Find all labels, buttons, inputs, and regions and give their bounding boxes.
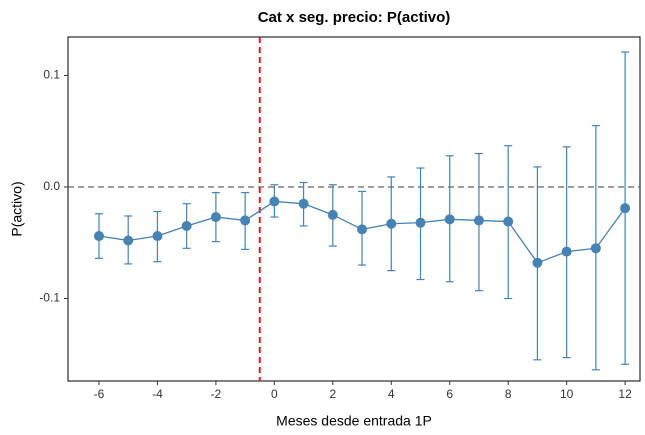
point (386, 218, 397, 229)
point (298, 198, 309, 209)
chart-title: Cat x seg. precio: P(activo) (258, 9, 451, 26)
point (503, 216, 514, 227)
point (181, 221, 192, 232)
y-tick-label: -0.1 (39, 291, 60, 305)
point (123, 235, 134, 246)
point (210, 212, 221, 223)
x-tick-label: -4 (152, 387, 163, 401)
point (473, 215, 484, 226)
x-tick-label: 8 (505, 387, 512, 401)
point (357, 224, 368, 235)
x-tick-label: 6 (446, 387, 453, 401)
point (415, 217, 426, 228)
point (152, 231, 163, 242)
point (590, 243, 601, 254)
x-axis-label: Meses desde entrada 1P (276, 413, 432, 429)
x-tick-label: 2 (329, 387, 336, 401)
point (269, 196, 280, 207)
point (561, 246, 572, 257)
point (444, 214, 455, 225)
x-tick-label: -6 (94, 387, 105, 401)
x-tick-label: -2 (211, 387, 222, 401)
y-tick-label: 0.1 (43, 68, 60, 82)
point (240, 215, 251, 226)
point (532, 257, 543, 268)
point (620, 203, 631, 214)
x-tick-label: 10 (560, 387, 574, 401)
x-tick-label: 4 (388, 387, 395, 401)
plot-frame (67, 36, 641, 382)
y-axis-label: P(activo) (9, 181, 25, 236)
y-tick-label: 0.0 (43, 179, 60, 193)
x-tick-label: 0 (271, 387, 278, 401)
point (327, 209, 338, 220)
point (93, 231, 104, 242)
x-tick-label: 12 (618, 387, 632, 401)
